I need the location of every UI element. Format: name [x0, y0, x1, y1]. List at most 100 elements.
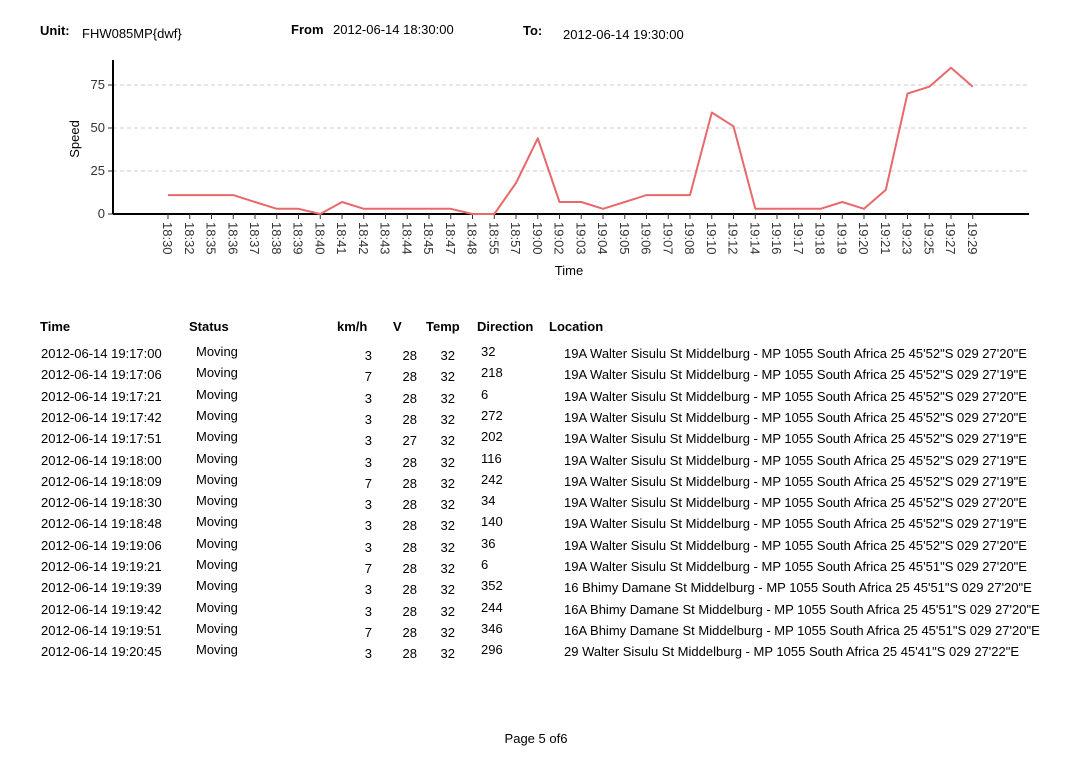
speed-chart: 0 25 50 75 18:30 18:32 18:35 18:36 18:37 18:38 18:…: [67, 60, 1029, 278]
cell-location: 19A Walter Sisulu St Middelburg - MP 105…: [564, 516, 1027, 532]
table-row: 2012-06-14 19:17:00 Moving 3 28 32 32 19A Walt…: [0, 344, 1072, 367]
cell-v: 28: [402, 582, 417, 598]
cell-location: 19A Walter Sisulu St Middelburg - MP 105…: [564, 367, 1027, 383]
col-header-location: Location: [549, 319, 604, 334]
page-number: Page 5 of6: [504, 731, 568, 746]
cell-direction: 32: [481, 344, 496, 359]
data-point: [363, 208, 365, 210]
cell-v: 28: [402, 475, 417, 491]
x-tick-label: 18:39: [291, 222, 306, 255]
cell-location: 16A Bhimy Damane St Middelburg - MP 1055…: [564, 622, 1040, 638]
data-point: [950, 67, 952, 69]
cell-status: Moving: [196, 514, 238, 530]
cell-temp: 32: [440, 433, 455, 449]
speed-line: [168, 66, 974, 215]
x-tick-label: 18:38: [269, 222, 284, 255]
x-tick-label: 18:55: [486, 222, 501, 255]
col-header-temp: Temp: [426, 319, 460, 334]
data-point: [450, 208, 452, 210]
cell-kmh: 7: [364, 561, 372, 576]
cell-kmh: 3: [364, 518, 372, 534]
cell-location: 16A Bhimy Damane St Middelburg - MP 1055…: [564, 601, 1040, 617]
cell-time: 2012-06-14 19:17:51: [41, 431, 162, 447]
cell-location: 19A Walter Sisulu St Middelburg - MP 105…: [564, 537, 1027, 553]
table-row: 2012-06-14 19:17:42 Moving 3 28 32 272 19A Wal…: [0, 407, 1072, 431]
cell-direction: 352: [481, 578, 503, 594]
cell-time: 2012-06-14 19:18:48: [41, 516, 162, 532]
unit-label: Unit:: [40, 23, 70, 38]
cell-temp: 32: [440, 624, 455, 640]
x-tick-label: 19:03: [573, 222, 588, 255]
x-tick-label: 19:12: [726, 222, 741, 255]
x-tick-label: 19:16: [769, 222, 784, 255]
cell-kmh: 3: [364, 603, 372, 619]
col-header-time: Time: [40, 319, 71, 334]
cell-location: 19A Walter Sisulu St Middelburg - MP 105…: [564, 495, 1027, 511]
x-tick-label: 19:05: [617, 222, 632, 255]
table-row: 2012-06-14 19:19:06 Moving 3 28 32 36 19A Walt…: [0, 535, 1072, 559]
cell-location: 29 Walter Sisulu St Middelburg - MP 1055…: [564, 644, 1020, 660]
x-tick-label: 19:25: [921, 222, 936, 255]
x-tick-label: 19:19: [834, 222, 849, 255]
cell-time: 2012-06-14 19:17:00: [41, 346, 162, 361]
cell-v: 28: [402, 497, 417, 513]
x-tick-label: 19:08: [682, 222, 697, 255]
cell-temp: 32: [440, 561, 455, 576]
cell-time: 2012-06-14 19:20:45: [41, 644, 162, 660]
cell-time: 2012-06-14 19:17:06: [41, 367, 162, 383]
x-tick-label: 19:29: [965, 222, 980, 255]
x-tick-label: 18:47: [443, 222, 458, 255]
cell-time: 2012-06-14 19:19:06: [41, 537, 162, 553]
cell-status: Moving: [196, 365, 238, 381]
x-tick-label: 19:27: [943, 222, 958, 255]
cell-time: 2012-06-14 19:19:42: [41, 601, 162, 617]
cell-v: 28: [402, 390, 417, 406]
cell-kmh: 7: [364, 475, 372, 491]
cell-status: Moving: [196, 493, 238, 509]
data-point: [232, 194, 234, 196]
cell-v: 28: [402, 369, 417, 385]
cell-v: 28: [402, 411, 417, 427]
x-tick-label: 19:10: [704, 222, 719, 255]
table-row: 2012-06-14 19:17:21 Moving 3 28 32 6 19A Walte…: [0, 387, 1072, 410]
cell-location: 19A Walter Sisulu St Middelburg - MP 105…: [564, 431, 1027, 447]
x-tick-label: 19:17: [791, 222, 806, 255]
data-point: [776, 208, 778, 210]
data-point: [885, 189, 887, 191]
x-tick-label: 19:07: [660, 222, 675, 255]
cell-location: 19A Walter Sisulu St Middelburg - MP 105…: [564, 346, 1027, 361]
cell-direction: 218: [481, 365, 503, 381]
cell-v: 28: [402, 454, 417, 470]
table-row: 2012-06-14 19:17:06 Moving 7 28 32 218 19A Wal…: [0, 365, 1072, 388]
cell-status: Moving: [196, 557, 238, 572]
cell-v: 28: [402, 518, 417, 534]
cell-kmh: 7: [364, 624, 372, 640]
data-point: [341, 201, 343, 203]
x-tick-label: 19:23: [900, 222, 915, 255]
x-tick-label: 19:04: [595, 222, 610, 255]
cell-temp: 32: [440, 390, 455, 406]
data-point: [472, 213, 474, 215]
data-point: [907, 93, 909, 95]
data-point: [624, 201, 626, 203]
x-tick-label: 18:32: [182, 222, 197, 255]
x-tick-label: 19:00: [530, 222, 545, 255]
from-label: From: [291, 22, 324, 37]
cell-v: 27: [402, 433, 417, 449]
table-row: 2012-06-14 19:20:45 Moving 3 28 32 296 29 Walt…: [0, 642, 1072, 665]
cell-direction: 272: [481, 407, 503, 423]
cell-v: 28: [402, 646, 417, 662]
cell-location: 19A Walter Sisulu St Middelburg - MP 105…: [564, 409, 1027, 425]
data-point: [689, 194, 691, 196]
x-tick-label: 18:45: [421, 222, 436, 255]
cell-kmh: 3: [364, 454, 372, 470]
cell-kmh: 3: [364, 582, 372, 598]
x-tick-label: 19:06: [639, 222, 654, 255]
cell-v: 28: [402, 539, 417, 555]
table-row: 2012-06-14 19:18:30 Moving 3 28 32 34 19A Walt…: [0, 493, 1072, 516]
x-tick-label: 18:37: [247, 222, 262, 255]
cell-temp: 32: [440, 646, 455, 662]
x-tick-label: 18:48: [465, 222, 480, 255]
x-tick-label: 19:18: [813, 222, 828, 255]
cell-direction: 36: [481, 535, 496, 551]
